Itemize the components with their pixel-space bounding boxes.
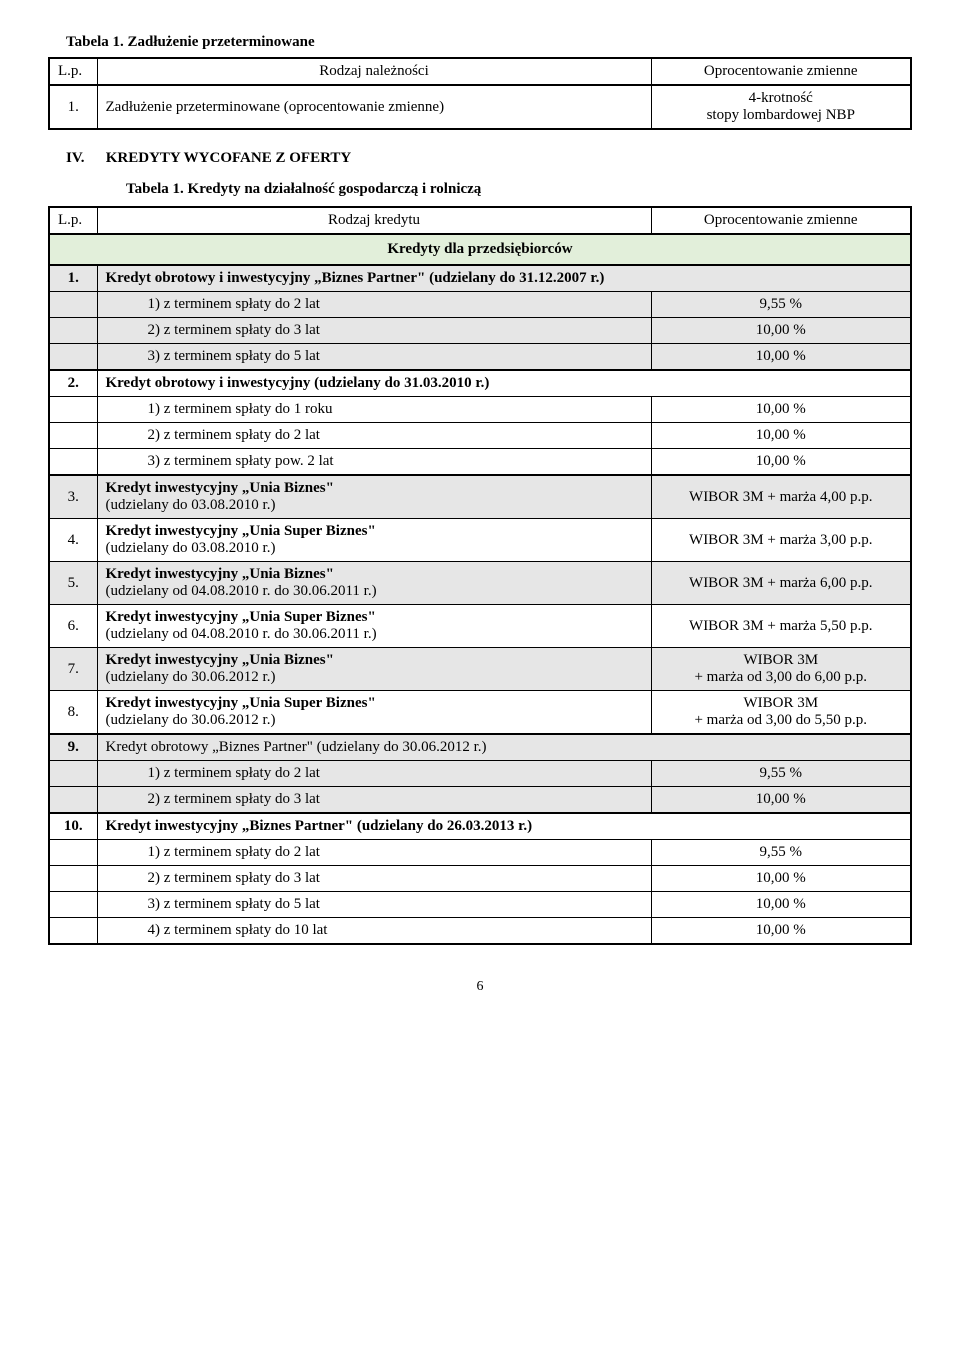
t1-row-desc: Zadłużenie przeterminowane (oprocentowan… (97, 85, 651, 129)
r10a-desc: 1) z terminem spłaty do 2 lat (97, 840, 651, 866)
t1-head-mid: Rodzaj należności (97, 58, 651, 85)
r9b-blank (49, 787, 97, 814)
r1c-rate: 10,00 % (651, 344, 911, 371)
r2c-blank (49, 449, 97, 476)
r4-num: 4. (49, 519, 97, 562)
r3-num: 3. (49, 475, 97, 519)
r10c-blank (49, 892, 97, 918)
r10d-blank (49, 918, 97, 945)
t2-head-mid: Rodzaj kredytu (97, 207, 651, 234)
r1b-blank (49, 318, 97, 344)
r10c-rate: 10,00 % (651, 892, 911, 918)
r5-desc: Kredyt inwestycyjny „Unia Biznes"(udziel… (97, 562, 651, 605)
section4-title: KREDYTY WYCOFANE Z OFERTY (106, 150, 351, 166)
r2c-rate: 10,00 % (651, 449, 911, 476)
r2-num: 2. (49, 370, 97, 397)
r7-desc-l2: (udzielany do 30.06.2012 r.) (106, 669, 276, 685)
r1a-blank (49, 292, 97, 318)
r9a-rate: 9,55 % (651, 761, 911, 787)
r8-desc-l1: Kredyt inwestycyjny „Unia Super Biznes" (106, 695, 376, 711)
r10c-desc: 3) z terminem spłaty do 5 lat (97, 892, 651, 918)
r3-rate: WIBOR 3M + marża 4,00 p.p. (651, 475, 911, 519)
r8-num: 8. (49, 691, 97, 735)
r9b-rate: 10,00 % (651, 787, 911, 814)
r7-rate-l1: WIBOR 3M (743, 652, 818, 668)
r4-desc-l2: (udzielany do 03.08.2010 r.) (106, 540, 276, 556)
r10d-rate: 10,00 % (651, 918, 911, 945)
r1b-desc: 2) z terminem spłaty do 3 lat (97, 318, 651, 344)
r10a-rate: 9,55 % (651, 840, 911, 866)
r1-desc: Kredyt obrotowy i inwestycyjny „Biznes P… (97, 265, 911, 292)
r1a-rate: 9,55 % (651, 292, 911, 318)
r2b-desc: 2) z terminem spłaty do 2 lat (97, 423, 651, 449)
r8-desc: Kredyt inwestycyjny „Unia Super Biznes"(… (97, 691, 651, 735)
r5-num: 5. (49, 562, 97, 605)
r7-rate-l2: + marża od 3,00 do 6,00 p.p. (694, 669, 867, 685)
r3-desc-l2: (udzielany do 03.08.2010 r.) (106, 497, 276, 513)
r2a-blank (49, 397, 97, 423)
r10-desc: Kredyt inwestycyjny „Biznes Partner" (ud… (97, 813, 911, 840)
r4-rate: WIBOR 3M + marża 3,00 p.p. (651, 519, 911, 562)
r3-desc: Kredyt inwestycyjny „Unia Biznes"(udziel… (97, 475, 651, 519)
t1-head-rate: Oprocentowanie zmienne (651, 58, 911, 85)
r6-desc-l2: (udzielany od 04.08.2010 r. do 30.06.201… (106, 626, 377, 642)
r2-desc: Kredyt obrotowy i inwestycyjny (udzielan… (97, 370, 911, 397)
r2b-blank (49, 423, 97, 449)
r8-rate-l2: + marża od 3,00 do 5,50 p.p. (694, 712, 867, 728)
r2a-desc: 1) z terminem spłaty do 1 roku (97, 397, 651, 423)
r5-desc-l1: Kredyt inwestycyjny „Unia Biznes" (106, 566, 334, 582)
t1-row-num: 1. (49, 85, 97, 129)
r9b-desc: 2) z terminem spłaty do 3 lat (97, 787, 651, 814)
r9a-desc: 1) z terminem spłaty do 2 lat (97, 761, 651, 787)
table2: L.p. Rodzaj kredytu Oprocentowanie zmien… (48, 206, 912, 945)
r10-num: 10. (49, 813, 97, 840)
r7-num: 7. (49, 648, 97, 691)
r7-desc-l1: Kredyt inwestycyjny „Unia Biznes" (106, 652, 334, 668)
section4-subcaption: Tabela 1. Kredyty na działalność gospoda… (48, 177, 912, 206)
r2a-rate: 10,00 % (651, 397, 911, 423)
t1-head-lp: L.p. (49, 58, 97, 85)
r3-desc-l1: Kredyt inwestycyjny „Unia Biznes" (106, 480, 334, 496)
r10a-blank (49, 840, 97, 866)
t2-head-lp: L.p. (49, 207, 97, 234)
r1c-blank (49, 344, 97, 371)
r2c-desc: 3) z terminem spłaty pow. 2 lat (97, 449, 651, 476)
table1: L.p. Rodzaj należności Oprocentowanie zm… (48, 57, 912, 130)
table1-caption: Tabela 1. Zadłużenie przeterminowane (48, 30, 912, 57)
r4-desc-l1: Kredyt inwestycyjny „Unia Super Biznes" (106, 523, 376, 539)
r6-desc: Kredyt inwestycyjny „Unia Super Biznes"(… (97, 605, 651, 648)
r1c-desc: 3) z terminem spłaty do 5 lat (97, 344, 651, 371)
r1a-desc: 1) z terminem spłaty do 2 lat (97, 292, 651, 318)
t2-subheader: Kredyty dla przedsiębiorców (49, 234, 911, 265)
r9-num: 9. (49, 734, 97, 761)
r10b-blank (49, 866, 97, 892)
t2-head-rate: Oprocentowanie zmienne (651, 207, 911, 234)
r6-num: 6. (49, 605, 97, 648)
r1-num: 1. (49, 265, 97, 292)
t1-row-rate-l1: 4-krotność (749, 90, 813, 106)
page-number: 6 (48, 979, 912, 995)
r8-rate-l1: WIBOR 3M (743, 695, 818, 711)
r8-desc-l2: (udzielany do 30.06.2012 r.) (106, 712, 276, 728)
r7-desc: Kredyt inwestycyjny „Unia Biznes"(udziel… (97, 648, 651, 691)
r10b-rate: 10,00 % (651, 866, 911, 892)
r9a-blank (49, 761, 97, 787)
r10d-desc: 4) z terminem spłaty do 10 lat (97, 918, 651, 945)
r7-rate: WIBOR 3M+ marża od 3,00 do 6,00 p.p. (651, 648, 911, 691)
section4-heading: IV. KREDYTY WYCOFANE Z OFERTY (66, 150, 912, 167)
r2b-rate: 10,00 % (651, 423, 911, 449)
r5-desc-l2: (udzielany od 04.08.2010 r. do 30.06.201… (106, 583, 377, 599)
r6-rate: WIBOR 3M + marża 5,50 p.p. (651, 605, 911, 648)
r4-desc: Kredyt inwestycyjny „Unia Super Biznes"(… (97, 519, 651, 562)
section4-roman: IV. (66, 150, 102, 167)
r6-desc-l1: Kredyt inwestycyjny „Unia Super Biznes" (106, 609, 376, 625)
r8-rate: WIBOR 3M+ marża od 3,00 do 5,50 p.p. (651, 691, 911, 735)
r9-desc: Kredyt obrotowy „Biznes Partner" (udziel… (97, 734, 911, 761)
r5-rate: WIBOR 3M + marża 6,00 p.p. (651, 562, 911, 605)
t1-row-rate: 4-krotność stopy lombardowej NBP (651, 85, 911, 129)
t1-row-rate-l2: stopy lombardowej NBP (707, 107, 855, 123)
r1b-rate: 10,00 % (651, 318, 911, 344)
r10b-desc: 2) z terminem spłaty do 3 lat (97, 866, 651, 892)
